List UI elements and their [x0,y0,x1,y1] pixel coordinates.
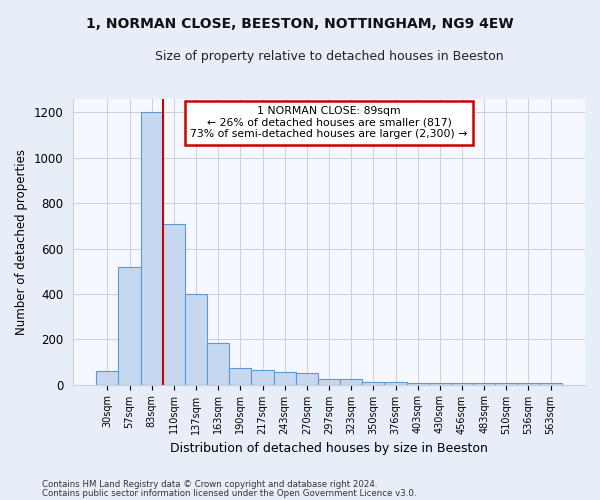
Bar [385,382,407,384]
Bar [296,373,318,384]
Bar [229,368,251,384]
Bar [163,224,185,384]
Bar [207,342,229,384]
Bar [340,379,362,384]
Bar [140,112,163,384]
Bar [96,371,118,384]
Bar [318,379,340,384]
Bar [362,382,385,384]
Bar [274,372,296,384]
Text: 1, NORMAN CLOSE, BEESTON, NOTTINGHAM, NG9 4EW: 1, NORMAN CLOSE, BEESTON, NOTTINGHAM, NG… [86,18,514,32]
Bar [118,266,140,384]
Text: Contains HM Land Registry data © Crown copyright and database right 2024.: Contains HM Land Registry data © Crown c… [42,480,377,489]
Text: Contains public sector information licensed under the Open Government Licence v3: Contains public sector information licen… [42,488,416,498]
X-axis label: Distribution of detached houses by size in Beeston: Distribution of detached houses by size … [170,442,488,455]
Bar [251,370,274,384]
Text: 1 NORMAN CLOSE: 89sqm
← 26% of detached houses are smaller (817)
73% of semi-det: 1 NORMAN CLOSE: 89sqm ← 26% of detached … [190,106,468,139]
Bar [185,294,207,384]
Y-axis label: Number of detached properties: Number of detached properties [15,148,28,334]
Title: Size of property relative to detached houses in Beeston: Size of property relative to detached ho… [155,50,503,63]
